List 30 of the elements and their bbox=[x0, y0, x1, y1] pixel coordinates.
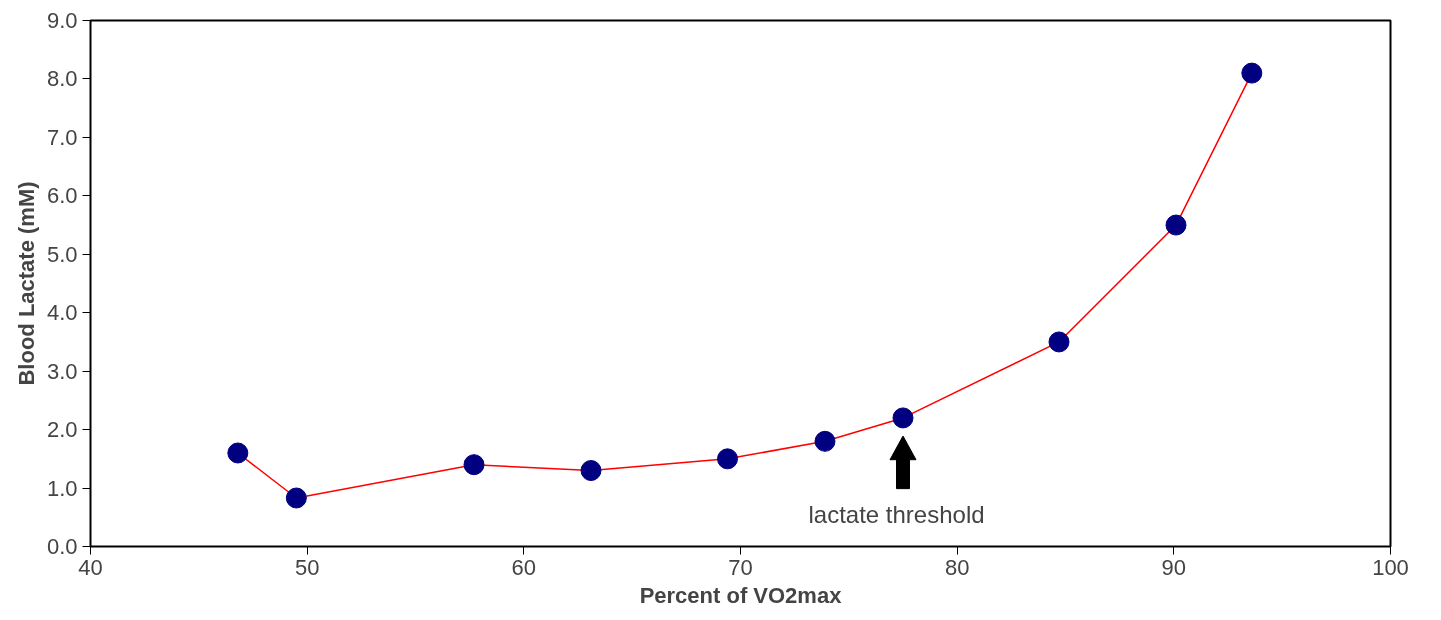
x-tick-label: 60 bbox=[511, 554, 537, 580]
point bbox=[285, 487, 307, 509]
point bbox=[1048, 331, 1070, 353]
y-tick-label: 6.0 bbox=[46, 183, 78, 209]
y-tick-label: 8.0 bbox=[46, 66, 78, 92]
y-tick-label: 7.0 bbox=[46, 124, 78, 150]
y-tick-label: 3.0 bbox=[46, 358, 78, 384]
y-tick-label: 9.0 bbox=[46, 8, 78, 33]
x-tick-label: 70 bbox=[728, 554, 753, 580]
point bbox=[227, 442, 249, 464]
y-axis-title: Blood Lactate (mM) bbox=[13, 181, 39, 386]
x-axis-title: Percent of VO2max bbox=[639, 582, 843, 608]
x-tick-label: 40 bbox=[78, 554, 103, 580]
point bbox=[1165, 214, 1187, 236]
y-tick-label: 0.0 bbox=[46, 534, 78, 559]
point bbox=[892, 407, 914, 429]
x-tick-label: 80 bbox=[944, 554, 970, 580]
point bbox=[1241, 62, 1263, 84]
point bbox=[717, 448, 738, 470]
point bbox=[814, 430, 836, 452]
y-tick-label: 4.0 bbox=[46, 300, 78, 326]
x-tick-label: 50 bbox=[294, 554, 320, 580]
x-tick-label: 100 bbox=[1372, 554, 1409, 580]
x-tick-label: 90 bbox=[1161, 554, 1187, 580]
point bbox=[580, 460, 602, 481]
y-tick-label: 5.0 bbox=[46, 241, 78, 267]
y-tick-label: 2.0 bbox=[46, 417, 78, 443]
point bbox=[463, 454, 485, 476]
y-tick-label: 1.0 bbox=[46, 475, 78, 501]
annotation: lactate threshold bbox=[808, 500, 985, 528]
